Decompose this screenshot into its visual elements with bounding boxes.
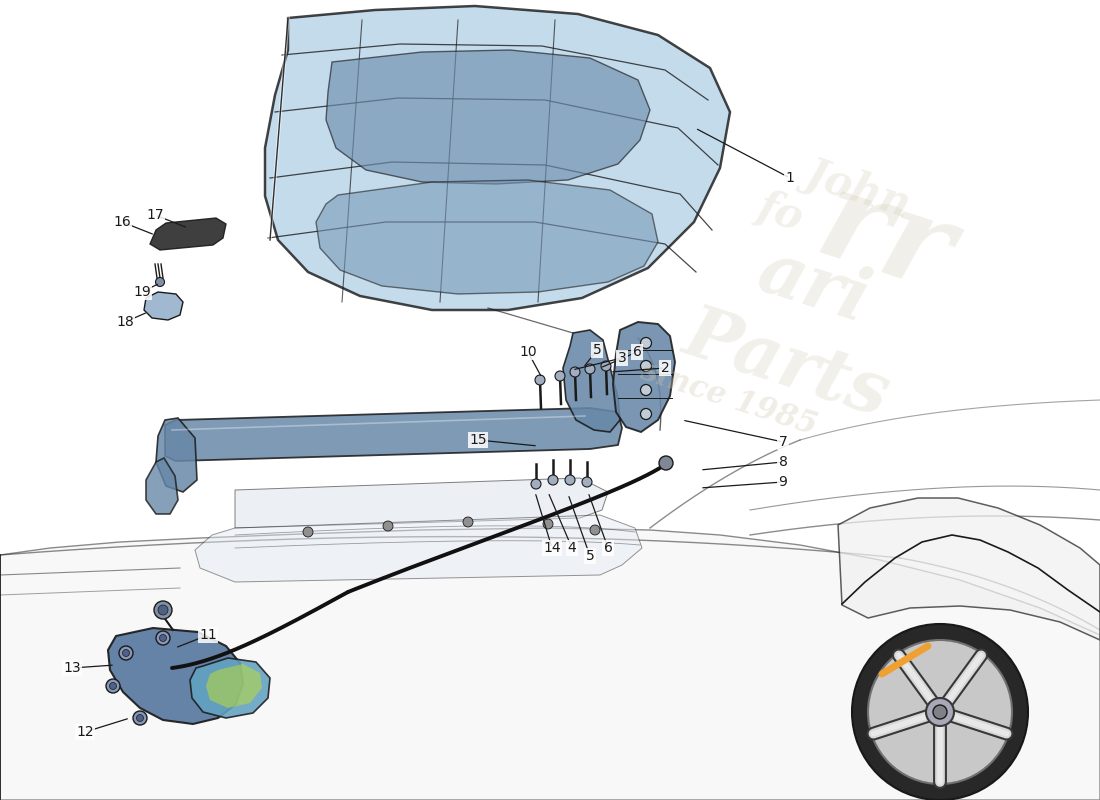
Polygon shape <box>146 458 178 514</box>
Circle shape <box>154 601 172 619</box>
Circle shape <box>640 361 651 371</box>
Polygon shape <box>108 628 243 724</box>
Circle shape <box>302 527 313 537</box>
Polygon shape <box>563 330 620 432</box>
Circle shape <box>565 475 575 485</box>
Text: 9: 9 <box>779 475 788 489</box>
Text: since 1985: since 1985 <box>636 354 821 442</box>
Polygon shape <box>156 418 197 492</box>
Text: 6: 6 <box>604 541 613 555</box>
Text: 1: 1 <box>785 171 794 185</box>
Polygon shape <box>150 218 226 250</box>
Circle shape <box>548 475 558 485</box>
Circle shape <box>640 409 651 419</box>
Text: 5: 5 <box>585 549 594 563</box>
Polygon shape <box>144 292 183 320</box>
Circle shape <box>383 521 393 531</box>
Text: 3: 3 <box>617 351 626 365</box>
Polygon shape <box>190 658 270 718</box>
Polygon shape <box>206 664 262 708</box>
Text: rr: rr <box>804 162 967 318</box>
Text: 13: 13 <box>63 661 80 675</box>
Circle shape <box>110 682 117 690</box>
Circle shape <box>590 525 600 535</box>
Polygon shape <box>613 322 675 432</box>
Circle shape <box>556 371 565 381</box>
Text: 16: 16 <box>113 215 131 229</box>
Circle shape <box>852 624 1028 800</box>
Circle shape <box>601 361 610 371</box>
Text: 8: 8 <box>779 455 788 469</box>
Circle shape <box>158 605 168 615</box>
Circle shape <box>585 364 595 374</box>
Text: 6: 6 <box>632 345 641 359</box>
Text: 11: 11 <box>199 628 217 642</box>
Circle shape <box>543 519 553 529</box>
Text: John: John <box>800 151 916 225</box>
Polygon shape <box>195 515 642 582</box>
Circle shape <box>119 646 133 660</box>
Polygon shape <box>326 50 650 184</box>
Circle shape <box>582 477 592 487</box>
Text: 12: 12 <box>76 725 94 739</box>
Polygon shape <box>265 6 730 310</box>
Text: 19: 19 <box>133 285 151 299</box>
Circle shape <box>133 711 147 725</box>
Circle shape <box>531 479 541 489</box>
Circle shape <box>156 631 170 645</box>
Circle shape <box>160 634 166 642</box>
Text: 4: 4 <box>568 541 576 555</box>
Circle shape <box>155 278 165 286</box>
Circle shape <box>463 517 473 527</box>
Circle shape <box>122 650 130 657</box>
Circle shape <box>570 367 580 377</box>
Text: 18: 18 <box>117 315 134 329</box>
Circle shape <box>106 679 120 693</box>
Polygon shape <box>316 180 658 294</box>
Text: fo: fo <box>751 185 808 239</box>
Circle shape <box>136 714 143 722</box>
Circle shape <box>933 705 947 719</box>
Polygon shape <box>165 408 622 461</box>
Polygon shape <box>0 528 1100 800</box>
Text: ari
Parts: ari Parts <box>675 219 924 430</box>
Circle shape <box>868 640 1012 784</box>
Text: 17: 17 <box>146 208 164 222</box>
Circle shape <box>535 375 544 385</box>
Text: 5: 5 <box>593 343 602 357</box>
Text: 15: 15 <box>470 433 487 447</box>
Circle shape <box>926 698 954 726</box>
Text: 2: 2 <box>661 361 670 375</box>
Text: 14: 14 <box>543 541 561 555</box>
Polygon shape <box>838 498 1100 640</box>
Polygon shape <box>235 478 608 528</box>
Text: 7: 7 <box>779 435 788 449</box>
Circle shape <box>640 385 651 395</box>
Circle shape <box>659 456 673 470</box>
Text: 10: 10 <box>519 345 537 359</box>
Circle shape <box>640 338 651 349</box>
